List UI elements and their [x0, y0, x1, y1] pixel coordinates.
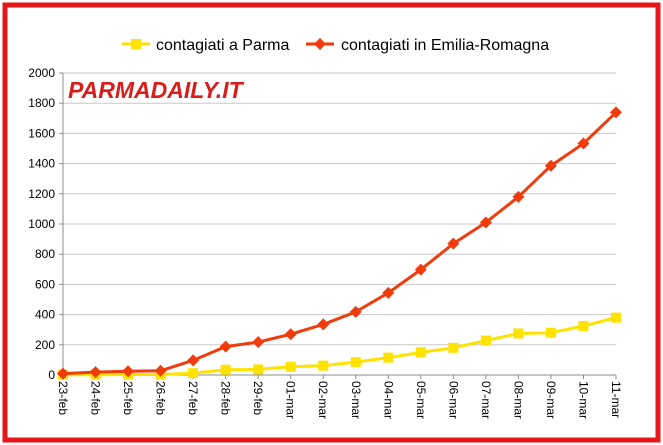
- series-line: [63, 316, 617, 377]
- legend-item-parma[interactable]: contagiati a Parma: [122, 37, 290, 54]
- y-tick-label: 1400: [28, 157, 55, 171]
- y-tick-label: 1600: [28, 126, 55, 140]
- legend-item-emilia[interactable]: contagiati in Emilia-Romagna: [306, 37, 549, 54]
- x-tick-label: 24-feb: [89, 381, 103, 415]
- x-tick-label: 26-feb: [154, 381, 168, 415]
- y-tick-label: 600: [35, 277, 55, 291]
- data-point: [415, 347, 426, 358]
- x-tick-label: 06-mar: [446, 381, 460, 419]
- data-point: [349, 305, 362, 318]
- data-point: [447, 237, 460, 250]
- x-tick-label: 23-feb: [56, 381, 70, 415]
- data-point: [285, 361, 296, 372]
- x-tick-label: 04-mar: [381, 381, 395, 419]
- x-axis-tick-labels: 23-feb 24-feb 25-feb 26-feb 27-feb 28-feb 29-f…: [56, 381, 623, 419]
- data-point: [512, 190, 525, 203]
- data-point: [382, 286, 395, 299]
- data-point: [383, 352, 394, 363]
- legend-marker-emilia: [314, 38, 326, 50]
- series-parma: [58, 312, 621, 380]
- y-tick-label: 1200: [28, 187, 55, 201]
- data-point: [220, 364, 231, 375]
- data-point: [578, 320, 589, 331]
- data-point: [122, 365, 135, 378]
- data-point: [545, 327, 556, 338]
- x-tick-label: 01-mar: [284, 381, 298, 419]
- series-emilia-romagna: [57, 106, 622, 380]
- data-point: [219, 340, 232, 353]
- x-tick-label: 10-mar: [576, 381, 590, 419]
- data-point: [154, 364, 167, 377]
- x-tick-label: 25-feb: [121, 381, 135, 415]
- x-tick-label: 02-mar: [316, 381, 330, 419]
- y-tick-label: 200: [35, 338, 55, 352]
- y-tick-label: 0: [48, 368, 55, 382]
- data-point: [544, 159, 557, 172]
- y-tick-label: 2000: [28, 66, 55, 80]
- data-point: [187, 354, 200, 367]
- y-tick-label: 800: [35, 247, 55, 261]
- data-point: [89, 366, 102, 379]
- data-point: [577, 137, 590, 150]
- data-point: [611, 312, 621, 323]
- data-point: [188, 368, 199, 379]
- data-point: [284, 328, 297, 341]
- data-series: [57, 106, 622, 380]
- data-point: [448, 342, 459, 353]
- x-tick-label: 07-mar: [479, 381, 493, 419]
- x-tick-label: 11-mar: [609, 381, 623, 418]
- watermark-text: PARMADAILY.IT: [68, 77, 245, 103]
- x-tick-label: 08-mar: [511, 381, 525, 419]
- data-point: [57, 367, 69, 380]
- data-point: [253, 364, 264, 375]
- data-point: [350, 357, 361, 368]
- data-point: [317, 318, 330, 331]
- legend-marker-parma: [131, 39, 141, 49]
- data-point: [479, 216, 492, 229]
- y-tick-label: 1000: [28, 217, 55, 231]
- x-tick-label: 27-feb: [186, 381, 200, 415]
- legend: contagiati a Parma contagiati in Emilia-…: [122, 37, 549, 54]
- x-tick-label: 09-mar: [544, 381, 558, 419]
- data-point: [513, 328, 524, 339]
- x-tick-label: 28-feb: [219, 381, 233, 415]
- data-point: [610, 106, 622, 119]
- y-tick-label: 400: [35, 308, 55, 322]
- y-axis-tick-labels: 0 200 400 600 800 1000 1200 1400 1600 1800 2000: [28, 66, 55, 382]
- legend-label-emilia: contagiati in Emilia-Romagna: [341, 37, 549, 54]
- data-point: [318, 360, 329, 371]
- x-tick-label: 29-feb: [251, 381, 265, 415]
- x-tick-label: 05-mar: [414, 381, 428, 419]
- x-tick-label: 03-mar: [349, 381, 363, 419]
- data-point: [480, 335, 491, 346]
- data-point: [414, 263, 427, 276]
- gridlines: [59, 72, 616, 376]
- legend-label-parma: contagiati a Parma: [156, 37, 290, 54]
- data-point: [252, 336, 265, 349]
- y-tick-label: 1800: [28, 96, 55, 110]
